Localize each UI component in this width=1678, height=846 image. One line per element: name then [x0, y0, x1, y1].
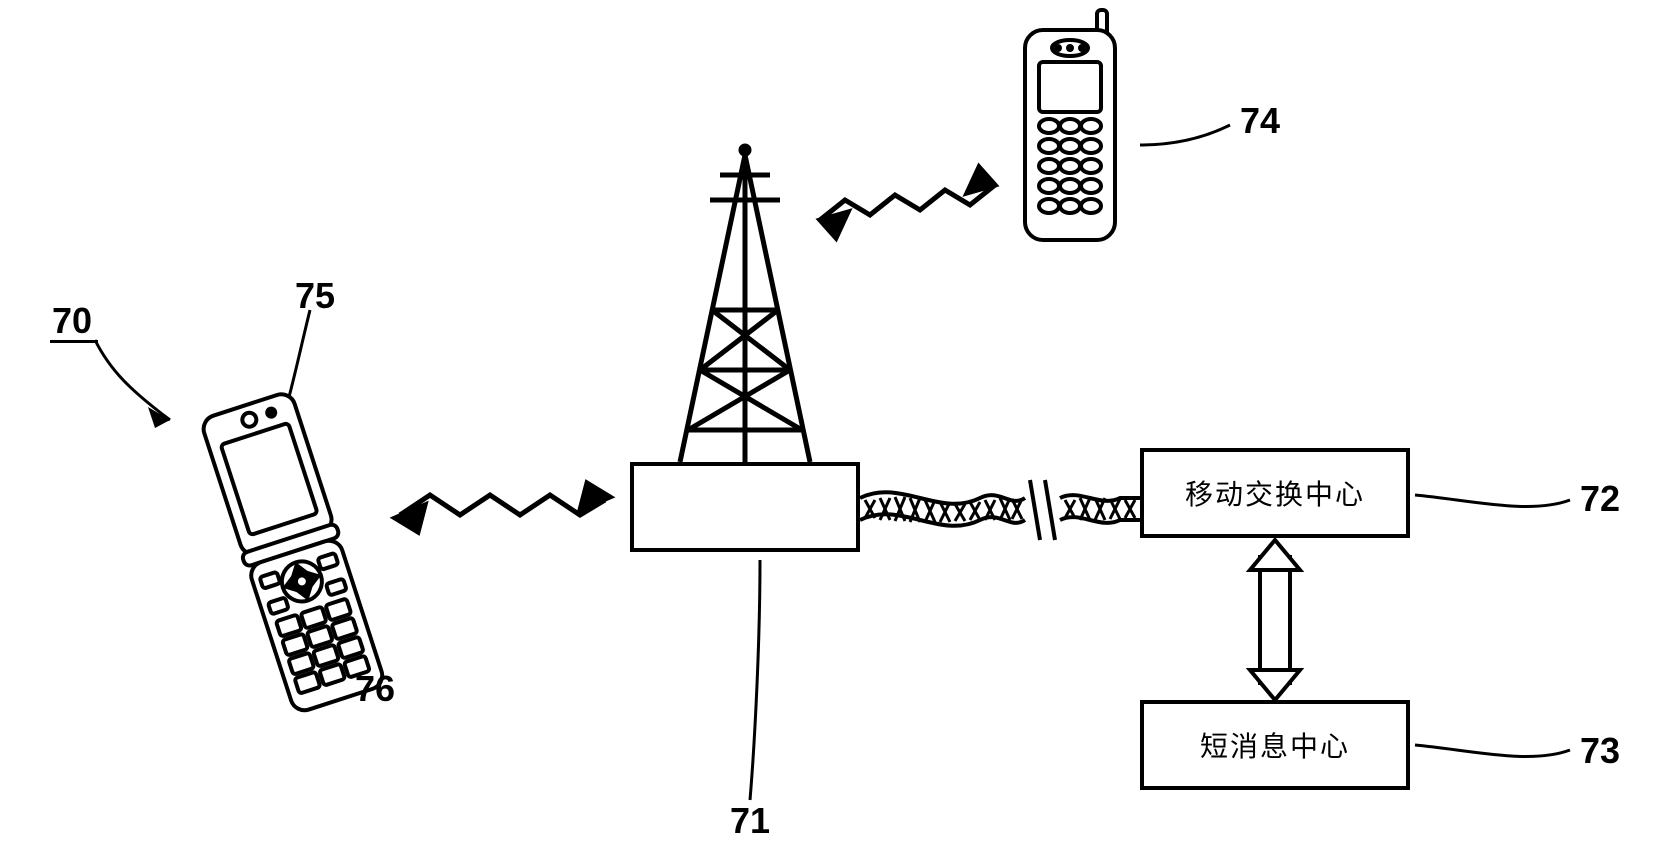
label-74: 74 — [1240, 100, 1280, 142]
candybar-phone-icon — [1025, 10, 1115, 240]
underline-70 — [50, 340, 98, 343]
label-70: 70 — [52, 300, 92, 342]
msc-smsc-arrow — [1250, 540, 1300, 700]
flip-phone-icon — [198, 390, 388, 714]
cable-link — [860, 480, 1140, 540]
label-72: 72 — [1580, 478, 1620, 520]
msc-box: 移动交换中心 — [1140, 448, 1410, 538]
diagram-svg — [0, 0, 1678, 846]
msc-text: 移动交换中心 — [1185, 473, 1365, 513]
tower-icon — [680, 146, 810, 462]
wireless-link-candybar — [820, 167, 995, 238]
wireless-link-flip — [395, 483, 610, 532]
basestation-box — [630, 462, 860, 552]
label-75: 75 — [295, 275, 335, 317]
label-73: 73 — [1580, 730, 1620, 772]
label-71: 71 — [730, 800, 770, 842]
label-76: 76 — [355, 668, 395, 710]
smsc-box: 短消息中心 — [1140, 700, 1410, 790]
smsc-text: 短消息中心 — [1200, 725, 1350, 765]
